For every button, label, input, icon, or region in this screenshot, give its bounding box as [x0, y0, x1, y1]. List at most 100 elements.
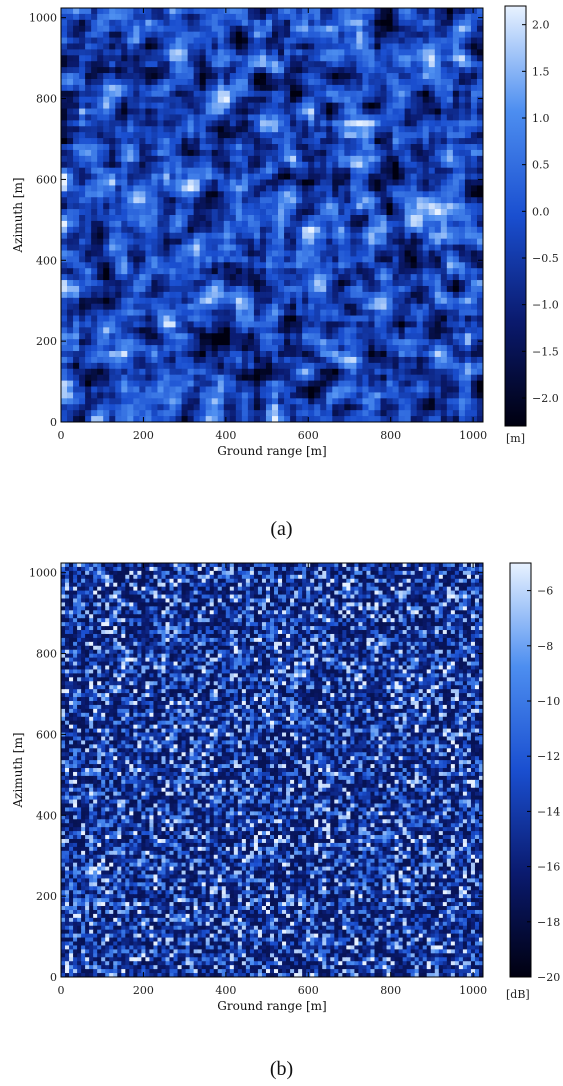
heatmap-cell: [368, 8, 375, 15]
heatmap-cell: [404, 398, 412, 405]
heatmap-cell: [235, 197, 243, 204]
heatmap-cell: [356, 404, 363, 411]
heatmap-cell: [464, 285, 472, 293]
heatmap-cell: [235, 179, 243, 186]
heatmap-cell: [320, 209, 327, 216]
heatmap-cell: [446, 73, 454, 80]
heatmap-cell: [470, 149, 478, 157]
heatmap-cell: [115, 114, 122, 121]
heatmap-cell: [79, 25, 86, 33]
heatmap-cell: [85, 250, 92, 257]
heatmap-cell: [73, 351, 80, 358]
heatmap-cell: [410, 274, 418, 281]
heatmap-cell: [229, 185, 237, 192]
heatmap-cell: [278, 262, 285, 269]
heatmap-cell: [470, 410, 478, 417]
heatmap-cell: [187, 8, 195, 15]
heatmap-cell: [73, 138, 80, 145]
heatmap-cell: [259, 274, 267, 281]
heatmap-cell: [320, 19, 327, 27]
heatmap-cell: [386, 102, 394, 110]
heatmap-cell: [362, 155, 369, 163]
heatmap-cell: [217, 173, 225, 181]
heatmap-cell: [332, 126, 339, 133]
heatmap-cell: [97, 280, 104, 287]
heatmap-cell: [169, 8, 177, 15]
heatmap-cell: [139, 73, 146, 80]
heatmap-cell: [434, 285, 442, 293]
heatmap-cell: [265, 351, 273, 358]
heatmap-cell: [91, 256, 98, 263]
heatmap-cell: [139, 197, 146, 204]
heatmap-cell: [452, 398, 460, 405]
heatmap-cell: [458, 73, 466, 80]
heatmap-cell: [398, 55, 406, 62]
heatmap-cell: [422, 291, 430, 299]
heatmap-cell: [211, 368, 219, 376]
heatmap-cell: [428, 102, 436, 110]
heatmap-cell: [121, 120, 128, 127]
heatmap-cell: [61, 345, 68, 352]
heatmap-cell: [247, 149, 255, 157]
heatmap-cell: [434, 309, 442, 317]
heatmap-cell: [476, 291, 484, 299]
heatmap-cell: [217, 362, 225, 370]
heatmap-cell: [145, 232, 152, 240]
heatmap-cell: [175, 392, 183, 399]
heatmap-cell: [452, 291, 460, 299]
heatmap-cell: [265, 398, 273, 405]
heatmap-cell: [428, 274, 436, 281]
heatmap-cell: [175, 8, 183, 15]
heatmap-cell: [127, 291, 134, 299]
heatmap-cell: [284, 191, 291, 198]
heatmap-cell: [67, 96, 74, 104]
heatmap-cell: [434, 398, 442, 405]
heatmap-cell: [211, 274, 219, 281]
heatmap-cell: [73, 37, 80, 44]
heatmap-cell: [151, 67, 158, 74]
heatmap-cell: [163, 173, 171, 181]
heatmap-cell: [332, 161, 339, 169]
heatmap-cell: [428, 49, 436, 56]
chart-a-heatmap: [61, 8, 484, 423]
heatmap-cell: [476, 114, 484, 121]
heatmap-cell: [356, 31, 363, 39]
heatmap-cell: [338, 351, 345, 358]
heatmap-cell: [259, 356, 267, 364]
heatmap-cell: [211, 43, 219, 50]
heatmap-cell: [320, 351, 327, 358]
heatmap-cell: [380, 321, 388, 328]
heatmap-cell: [157, 173, 164, 181]
heatmap-cell: [392, 126, 400, 133]
heatmap-cell: [67, 416, 74, 423]
heatmap-cell: [169, 167, 177, 175]
heatmap-cell: [428, 19, 436, 27]
heatmap-cell: [350, 297, 357, 305]
heatmap-cell: [404, 102, 412, 110]
heatmap-cell: [338, 285, 345, 293]
heatmap-cell: [193, 13, 201, 21]
heatmap-cell: [139, 108, 146, 115]
heatmap-cell: [356, 256, 363, 263]
heatmap-cell: [476, 155, 484, 163]
heatmap-cell: [416, 386, 424, 393]
heatmap-cell: [151, 321, 158, 328]
heatmap-cell: [153, 563, 158, 568]
heatmap-cell: [290, 309, 297, 317]
heatmap-cell: [121, 90, 128, 98]
heatmap-cell: [380, 126, 388, 133]
heatmap-cell: [350, 67, 357, 74]
heatmap-cell: [187, 43, 195, 50]
heatmap-cell: [434, 31, 442, 39]
heatmap-cell: [356, 13, 363, 21]
heatmap-cell: [458, 404, 466, 411]
heatmap-cell: [410, 73, 418, 80]
heatmap-cell: [229, 380, 237, 388]
heatmap-cell: [211, 161, 219, 169]
heatmap-cell: [440, 96, 448, 104]
heatmap-cell: [278, 197, 285, 204]
heatmap-cell: [314, 262, 321, 269]
heatmap-cell: [272, 120, 279, 127]
heatmap-cell: [127, 416, 134, 423]
heatmap-cell: [458, 173, 466, 181]
